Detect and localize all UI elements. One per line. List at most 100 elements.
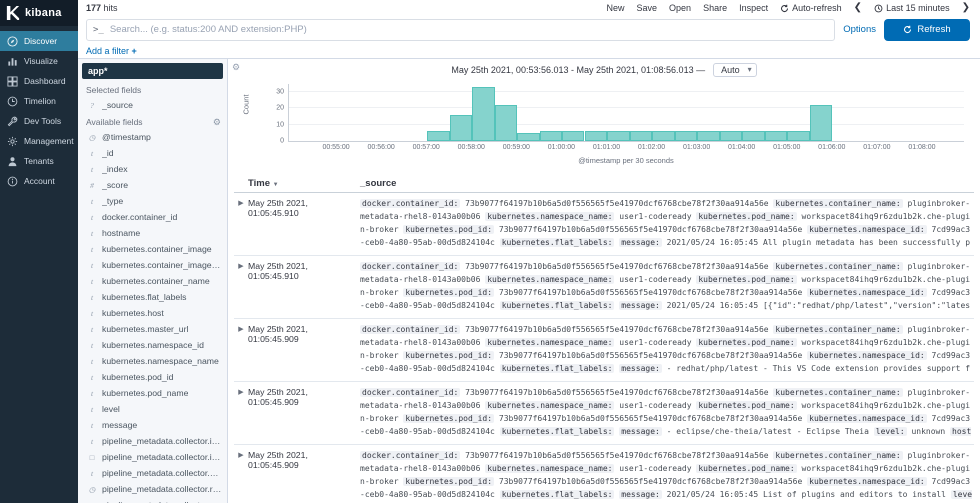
field-item-kubernetes-master-url[interactable]: t kubernetes.master_url <box>78 321 227 337</box>
string-field-icon: t <box>90 276 94 286</box>
field-settings-gear-icon[interactable]: ⚙ <box>212 116 221 127</box>
histogram-bar[interactable] <box>764 131 787 141</box>
index-pattern-selector[interactable]: app* <box>82 63 223 79</box>
source-field-chip: kubernetes.container_name: <box>773 451 903 460</box>
field-item-pipeline-metadata-collector-inputname[interactable]: t pipeline_metadata.collector.inputname <box>78 433 227 449</box>
field-item-pipeline-metadata-collector-name[interactable]: t pipeline_metadata.collector.name <box>78 465 227 481</box>
field-item--score[interactable]: # _score <box>78 177 227 193</box>
nav-item-account[interactable]: Account <box>0 171 78 191</box>
auto-refresh-button[interactable]: Auto-refresh <box>780 3 842 13</box>
x-tick-label: 01:02:00 <box>637 144 666 151</box>
x-axis-label: @timestamp per 30 seconds <box>578 156 674 165</box>
histogram-bar[interactable] <box>697 131 720 141</box>
nav-item-dashboard[interactable]: Dashboard <box>0 71 78 91</box>
refresh-button[interactable]: Refresh <box>884 18 970 41</box>
field-item-kubernetes-pod-id[interactable]: t kubernetes.pod_id <box>78 369 227 385</box>
histogram-bar[interactable] <box>652 131 675 141</box>
gridline <box>289 123 964 125</box>
menu-item-open[interactable]: Open <box>669 3 692 13</box>
expand-row-icon[interactable]: ▶ <box>238 452 244 459</box>
histogram-bar[interactable] <box>449 114 472 141</box>
nav-item-management[interactable]: Management <box>0 131 78 151</box>
source-field-chip: kubernetes.pod_id: <box>403 351 495 360</box>
expand-row-icon[interactable]: ▶ <box>238 389 244 396</box>
field-item-hostname[interactable]: t hostname <box>78 225 227 241</box>
search-input[interactable] <box>109 24 829 35</box>
histogram-bar[interactable] <box>742 131 765 141</box>
source-field-chip: kubernetes.namespace_name: <box>485 464 615 473</box>
nav-item-visualize[interactable]: Visualize <box>0 51 78 71</box>
histogram-bar[interactable] <box>809 105 832 141</box>
expand-row-icon[interactable]: ▶ <box>238 326 244 333</box>
gridline <box>289 91 964 93</box>
menu-item-inspect[interactable]: Inspect <box>739 3 769 13</box>
source-field-chip: message: <box>619 238 662 247</box>
nav-item-discover[interactable]: Discover <box>0 31 78 51</box>
table-header-time[interactable]: Time ▼ <box>248 178 279 189</box>
field-item-kubernetes-container-image[interactable]: t kubernetes.container_image <box>78 241 227 257</box>
field-item-pipeline-metadata-collector-ipaddr4[interactable]: □ pipeline_metadata.collector.ipaddr4 <box>78 449 227 465</box>
histogram-bar[interactable] <box>719 131 742 141</box>
field-item-kubernetes-container-image-id[interactable]: t kubernetes.container_image_id <box>78 257 227 273</box>
field-item-level[interactable]: t level <box>78 401 227 417</box>
info-circle-icon <box>7 176 18 186</box>
time-back-button[interactable]: ❮ <box>853 2 863 13</box>
field-item--type[interactable]: t _type <box>78 193 227 209</box>
field-item-docker-container-id[interactable]: t docker.container_id <box>78 209 227 225</box>
menu-item-new[interactable]: New <box>606 3 625 13</box>
histogram-bar[interactable] <box>494 105 517 141</box>
date-field-icon: ◷ <box>88 484 96 494</box>
menu-item-save[interactable]: Save <box>636 3 658 13</box>
histogram-bar[interactable] <box>561 131 585 141</box>
nav-item-timelion[interactable]: Timelion <box>0 91 78 111</box>
field-item-kubernetes-namespace-name[interactable]: t kubernetes.namespace_name <box>78 353 227 369</box>
time-range-button[interactable]: Last 15 minutes <box>874 3 950 13</box>
time-forward-button[interactable]: ❯ <box>961 2 970 13</box>
histogram-bar[interactable] <box>629 131 652 141</box>
field-item--index[interactable]: t _index <box>78 161 227 177</box>
source-field-chip: message: <box>619 364 662 373</box>
add-filter-button[interactable]: Add a filter + <box>86 45 137 56</box>
histogram-bar[interactable] <box>674 131 697 141</box>
nav-item-dev-tools[interactable]: Dev Tools <box>0 111 78 131</box>
source-field-chip: kubernetes.pod_name: <box>696 275 797 284</box>
source-field-chip: kubernetes.pod_name: <box>696 464 797 473</box>
field-item--timestamp[interactable]: ◷ @timestamp <box>78 129 227 145</box>
field-item-kubernetes-host[interactable]: t kubernetes.host <box>78 305 227 321</box>
field-item-kubernetes-flat-labels[interactable]: t kubernetes.flat_labels <box>78 289 227 305</box>
kibana-logo[interactable]: kibana <box>0 0 78 26</box>
histogram-bar[interactable] <box>472 87 495 141</box>
chart-settings-icon[interactable]: ⚙ <box>232 62 241 72</box>
expand-row-icon[interactable]: ▶ <box>238 263 244 270</box>
field-item-pipeline-metadata-collector-received-at[interactable]: ◷ pipeline_metadata.collector.received_at <box>78 481 227 497</box>
histogram-bar[interactable] <box>584 131 607 141</box>
source-field-chip: kubernetes.namespace_name: <box>485 401 615 410</box>
field-item--source[interactable]: ? _source <box>78 97 227 113</box>
field-item--id[interactable]: t _id <box>78 145 227 161</box>
menu-item-share[interactable]: Share <box>703 3 728 13</box>
sort-descending-icon: ▼ <box>272 182 279 188</box>
plot-area: 0 10 20 30 <box>276 84 964 145</box>
interval-select[interactable]: Auto <box>713 63 757 77</box>
histogram-bar[interactable] <box>427 131 450 141</box>
field-item-kubernetes-container-name[interactable]: t kubernetes.container_name <box>78 273 227 289</box>
histogram-bar[interactable] <box>539 131 562 141</box>
source-field-chip: message: <box>619 490 662 499</box>
histogram-chart: Count 0 10 20 30 00:55:00 00:56:00 00:57:00 00… <box>242 82 966 174</box>
histogram-bar[interactable] <box>787 131 810 141</box>
histogram-bar[interactable] <box>607 131 630 141</box>
field-item-kubernetes-namespace-id[interactable]: t kubernetes.namespace_id <box>78 337 227 353</box>
nav-item-tenants[interactable]: Tenants <box>0 151 78 171</box>
field-name: _score <box>102 180 129 190</box>
field-name: pipeline_metadata.collector.ipaddr4 <box>102 452 223 462</box>
string-field-icon: t <box>90 324 94 334</box>
field-name: kubernetes.namespace_name <box>102 356 219 366</box>
options-link[interactable]: Options <box>843 24 876 35</box>
histogram-bar[interactable] <box>517 132 540 141</box>
row-source: docker.container_id: 73b9077f64197b10b6a… <box>360 449 974 503</box>
field-item-kubernetes-pod-name[interactable]: t kubernetes.pod_name <box>78 385 227 401</box>
plus-icon: + <box>131 45 137 56</box>
expand-row-icon[interactable]: ▶ <box>238 200 244 207</box>
field-item-message[interactable]: t message <box>78 417 227 433</box>
